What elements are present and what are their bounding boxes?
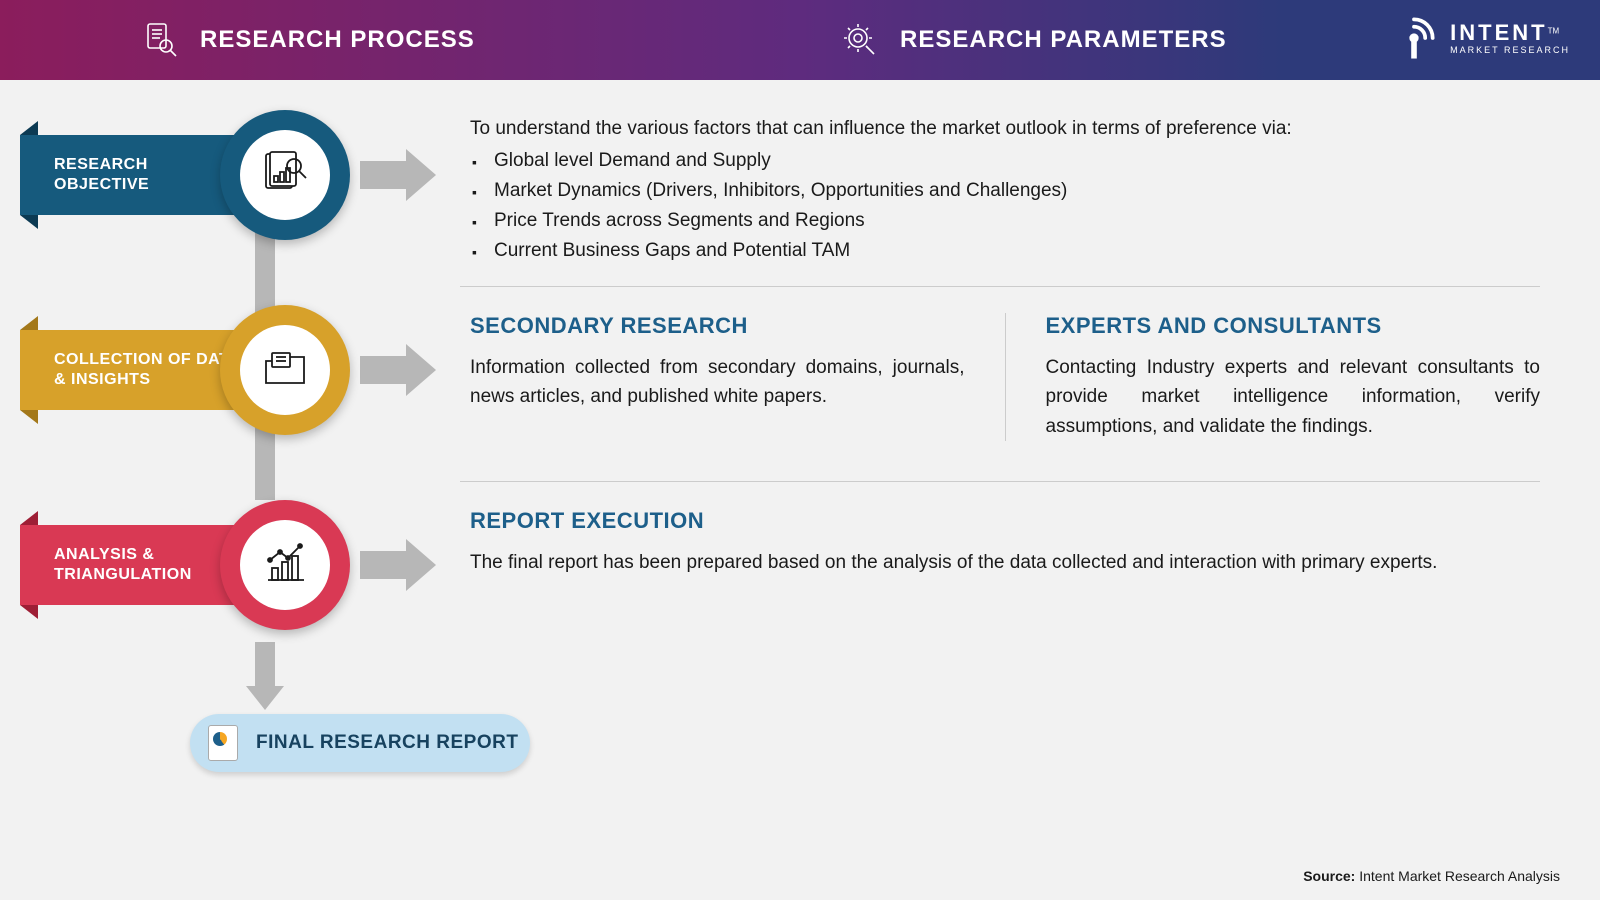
- report-doc-icon: [208, 725, 238, 761]
- section-text: The final report has been prepared based…: [470, 548, 1540, 577]
- ribbon-label: RESEARCH OBJECTIVE: [20, 135, 240, 215]
- logo-main-text: INTENT: [1450, 20, 1547, 45]
- logo-tm: TM: [1548, 26, 1560, 35]
- source-attribution: Source: Intent Market Research Analysis: [1303, 868, 1560, 884]
- header-left-title: RESEARCH PROCESS: [200, 26, 475, 54]
- arrow-down-icon: [246, 642, 284, 710]
- arrow-right-icon: [360, 539, 440, 591]
- step-label: ANALYSIS & TRIANGULATION: [54, 545, 240, 585]
- source-text: Intent Market Research Analysis: [1359, 868, 1560, 884]
- column-text: Information collected from secondary dom…: [470, 353, 965, 412]
- ribbon-label: COLLECTION OF DATA & INSIGHTS: [20, 330, 240, 410]
- column-secondary-research: SECONDARY RESEARCH Information collected…: [470, 313, 965, 441]
- separator: [460, 286, 1540, 287]
- final-label: FINAL RESEARCH REPORT: [256, 732, 518, 754]
- separator: [460, 481, 1540, 482]
- header-bar: RESEARCH PROCESS RESEARCH PARAMETERS INT…: [0, 0, 1600, 80]
- bullet-list: Global level Demand and Supply Market Dy…: [470, 150, 1540, 262]
- column-heading: SECONDARY RESEARCH: [470, 313, 965, 339]
- diagram-content: RESEARCH OBJECTIVE To understand the var…: [0, 80, 1600, 680]
- bullet-item: Price Trends across Segments and Regions: [494, 210, 1540, 232]
- header-right-title: RESEARCH PARAMETERS: [900, 26, 1227, 54]
- step-circle: [220, 305, 350, 435]
- radar-icon: [1386, 10, 1442, 66]
- step-data-collection: COLLECTION OF DATA & INSIGHTS SECONDARY …: [20, 305, 1540, 475]
- step-circle: [220, 110, 350, 240]
- bullet-item: Market Dynamics (Drivers, Inhibitors, Op…: [494, 180, 1540, 202]
- column-heading: EXPERTS AND CONSULTANTS: [1046, 313, 1541, 339]
- step-label: COLLECTION OF DATA & INSIGHTS: [54, 350, 240, 390]
- header-left: RESEARCH PROCESS: [0, 0, 800, 80]
- document-magnify-icon: [140, 20, 180, 60]
- step-body: SECONDARY RESEARCH Information collected…: [440, 305, 1540, 441]
- document-search-icon: [258, 148, 312, 202]
- brand-logo: INTENTTM MARKET RESEARCH: [1386, 10, 1570, 66]
- arrow-right-icon: [360, 344, 440, 396]
- column-experts: EXPERTS AND CONSULTANTS Contacting Indus…: [1005, 313, 1541, 441]
- arrow-right-icon: [360, 149, 440, 201]
- lead-text: To understand the various factors that c…: [470, 118, 1540, 140]
- bullet-item: Current Business Gaps and Potential TAM: [494, 240, 1540, 262]
- source-label: Source:: [1303, 868, 1355, 884]
- section-heading: REPORT EXECUTION: [470, 508, 1540, 534]
- step-label: RESEARCH OBJECTIVE: [54, 155, 240, 195]
- folder-icon: [258, 343, 312, 397]
- step-body: To understand the various factors that c…: [440, 110, 1540, 270]
- bullet-item: Global level Demand and Supply: [494, 150, 1540, 172]
- final-report-pill: FINAL RESEARCH REPORT: [190, 714, 530, 772]
- step-analysis: ANALYSIS & TRIANGULATION: [20, 500, 1540, 660]
- step-research-objective: RESEARCH OBJECTIVE To understand the var…: [20, 110, 1540, 280]
- column-text: Contacting Industry experts and relevant…: [1046, 353, 1541, 441]
- logo-sub-text: MARKET RESEARCH: [1450, 46, 1570, 55]
- gear-magnify-icon: [840, 20, 880, 60]
- step-body: REPORT EXECUTION The final report has be…: [440, 500, 1540, 577]
- chart-icon: [258, 538, 312, 592]
- ribbon-label: ANALYSIS & TRIANGULATION: [20, 525, 240, 605]
- step-circle: [220, 500, 350, 630]
